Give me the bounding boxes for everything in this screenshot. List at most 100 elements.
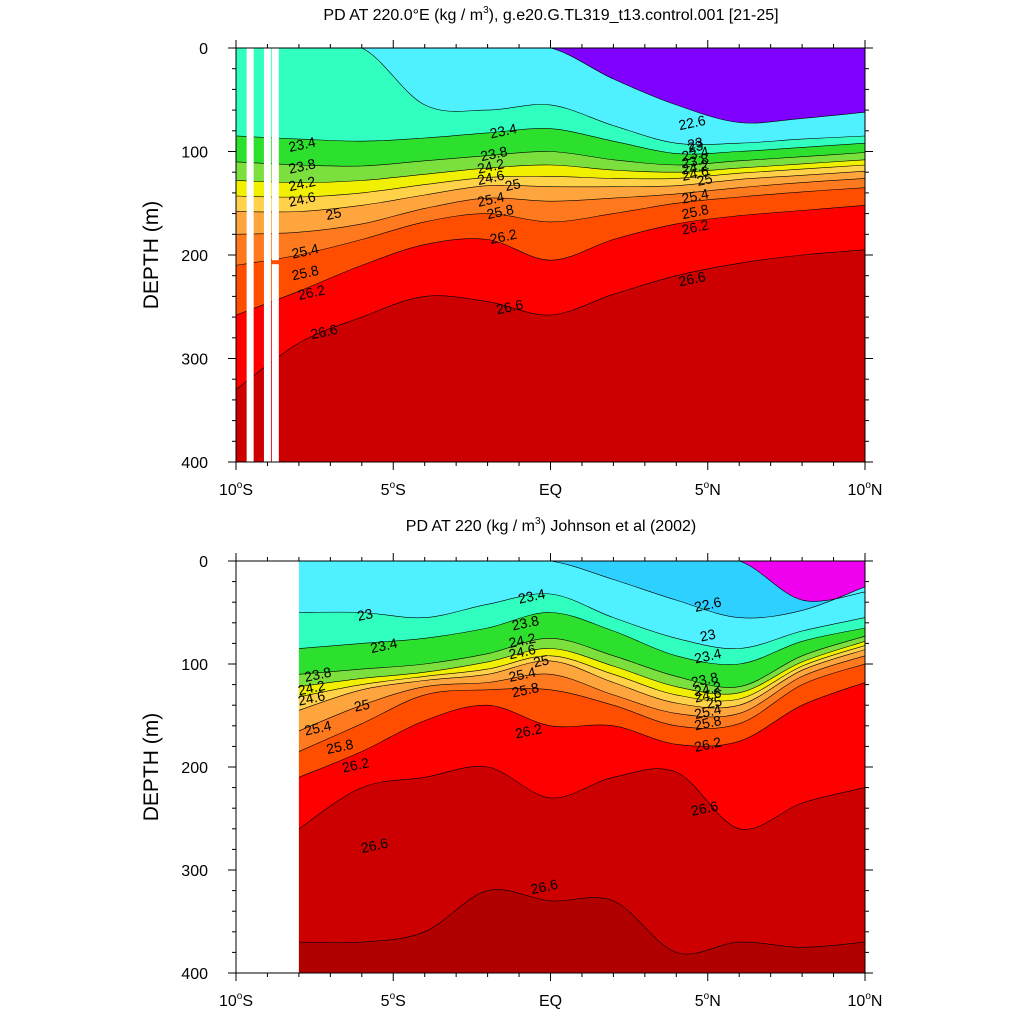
contour-label: 25: [695, 170, 714, 189]
contour-fill-area: [236, 48, 865, 462]
contour-label: 25: [503, 175, 522, 194]
isopycnal-24.2: [298, 641, 865, 695]
contour-label: 24.2: [296, 677, 326, 698]
contour-label: 23.4: [287, 134, 317, 155]
contour-label: 26.6: [677, 268, 707, 289]
x-tick-label: 5oS: [381, 991, 406, 1010]
x-tick-label: EQ: [539, 993, 562, 1010]
contour-label: 25.8: [290, 262, 320, 283]
isopycnal-24.6: [236, 164, 865, 198]
contour-label: 26.6: [359, 835, 389, 856]
contour-label: 25.4: [693, 701, 723, 722]
contour-label: 26.2: [680, 216, 710, 237]
contour-label: 23.8: [510, 612, 540, 633]
panel-1: 22.62323.423.423.823.824.224.224.624.625…: [140, 5, 882, 499]
x-tick-label: 5oS: [381, 480, 406, 499]
chart-title: PD AT 220.0°E (kg / m3), g.e20.G.TL319_t…: [323, 5, 778, 24]
layer-below-27: [298, 889, 865, 973]
isopycnal-23.4: [236, 128, 865, 155]
x-tick-label: 10oS: [219, 480, 253, 499]
y-axis-label: DEPTH (m): [140, 201, 163, 310]
missing-data-strip: [271, 264, 279, 462]
panel-2: 22.6232323.423.423.423.823.823.824.224.2…: [140, 516, 882, 1010]
contour-label: 23.8: [680, 150, 710, 171]
contour-label: 23: [686, 134, 705, 153]
contour-label: 23: [356, 605, 375, 624]
isopycnal-23.4: [298, 612, 865, 665]
isopycnal-23: [298, 593, 865, 649]
missing-data-strip: [246, 48, 254, 462]
contour-label: 26.6: [690, 797, 720, 818]
contour-label: 24.2: [680, 156, 710, 177]
contour-label: 24.2: [507, 630, 537, 651]
y-axis-label: DEPTH (m): [140, 713, 163, 822]
contour-label: 26.6: [309, 321, 339, 342]
isopycnal-25.4: [236, 178, 865, 235]
contour-label: 23.8: [479, 143, 509, 164]
contour-label: 26.2: [513, 720, 543, 741]
contour-label: 23.8: [690, 669, 720, 690]
isopycnal-26.6: [298, 766, 865, 830]
isopycnal-26.2: [298, 682, 865, 778]
contour-label: 25.4: [290, 240, 320, 261]
contour-label: 23.4: [488, 120, 518, 141]
x-tick-label: 10oN: [848, 991, 883, 1010]
contour-label: 24.2: [287, 173, 317, 194]
missing-data-strip: [271, 48, 279, 261]
isopycnal-22.2: [298, 561, 865, 602]
contour-label: 25: [353, 696, 372, 715]
missing-data-strip: [263, 48, 271, 462]
contour-label: 23.4: [369, 635, 399, 656]
isopycnal-25.4: [298, 655, 865, 732]
y-tick-label: 400: [181, 455, 208, 472]
x-tick-label: 5oN: [695, 991, 721, 1010]
contour-label: 24.6: [476, 167, 506, 188]
y-tick-label: 300: [181, 352, 208, 369]
layer-below-26.6: [236, 249, 865, 462]
contour-label: 26.6: [495, 296, 525, 317]
contour-label: 25.4: [680, 185, 710, 206]
y-tick-label: 100: [181, 657, 208, 674]
y-tick-label: 200: [181, 248, 208, 265]
contour-label: 25.4: [507, 664, 537, 685]
contour-label: 25.8: [693, 712, 723, 733]
contour-label: 25.4: [476, 188, 506, 209]
y-tick-label: 100: [181, 145, 208, 162]
contour-label: 23: [686, 137, 705, 156]
contour-label: 24.2: [693, 678, 723, 699]
contour-label: 23.4: [680, 143, 710, 164]
y-tick-label: 400: [181, 966, 208, 983]
contour-label: 26.2: [296, 282, 326, 303]
contour-label: 23.8: [303, 664, 333, 685]
contour-label: 24.6: [507, 641, 537, 662]
contour-label: 23.4: [517, 585, 547, 606]
contour-label: 24.6: [680, 163, 710, 184]
contour-label: 23: [698, 626, 717, 645]
isopycnal-23.8: [298, 635, 865, 688]
contour-label: 25.8: [325, 736, 355, 757]
isopycnal-26.6: [236, 249, 865, 390]
contour-label: 23.8: [287, 155, 317, 176]
isopycnal-27: [298, 889, 865, 955]
contour-label: 24.6: [287, 188, 317, 209]
isopycnal-22.6: [298, 561, 865, 619]
contour-label: 25.8: [510, 679, 540, 700]
contour-fill-area: [298, 561, 865, 973]
x-tick-label: 5oN: [695, 480, 721, 499]
contour-label: 24.6: [296, 687, 326, 708]
layer-below-26.6: [298, 766, 865, 973]
contour-label: 24.2: [476, 155, 506, 176]
isopycnal-26.2: [236, 205, 865, 316]
isopycnal-23.8: [236, 151, 865, 167]
isopycnal-24.2: [236, 159, 865, 183]
isopycnal-25: [298, 649, 865, 711]
chart-title: PD AT 220 (kg / m3) Johnson et al (2002): [406, 516, 696, 535]
y-tick-label: 300: [181, 863, 208, 880]
y-tick-label: 0: [199, 41, 208, 58]
isopycnal-25: [236, 170, 865, 213]
contour-label: 24.6: [693, 684, 723, 705]
x-tick-label: 10oS: [219, 991, 253, 1010]
x-tick-label: EQ: [539, 482, 562, 499]
isopycnal-24.6: [298, 645, 865, 702]
